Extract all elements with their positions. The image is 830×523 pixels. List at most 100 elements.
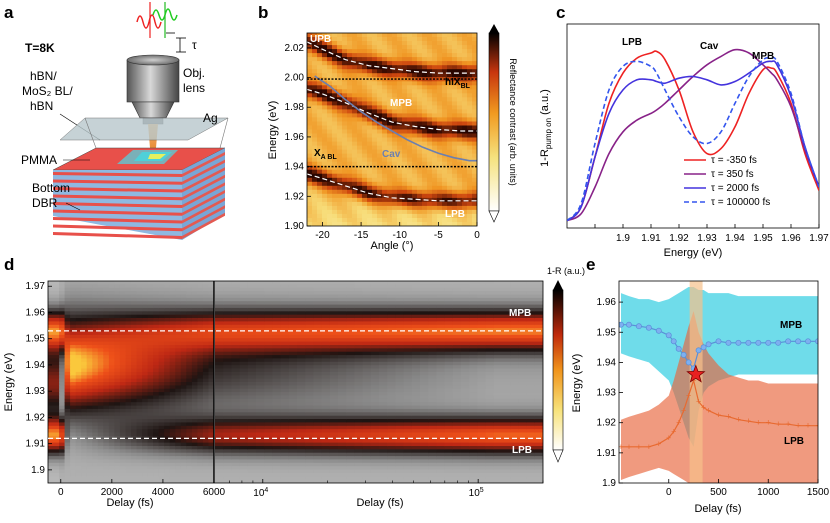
heatmap-cell bbox=[70, 415, 77, 420]
heatmap-cell bbox=[372, 73, 378, 78]
heatmap-cell bbox=[338, 307, 347, 312]
heatmap-cell bbox=[256, 449, 265, 454]
heatmap-cell bbox=[288, 368, 298, 373]
heatmap-cell bbox=[342, 33, 348, 38]
heatmap-cell bbox=[180, 328, 187, 333]
heatmap-cell bbox=[119, 345, 126, 349]
heatmap-cell bbox=[377, 97, 383, 102]
heatmap-cell bbox=[81, 402, 88, 407]
heatmap-cell bbox=[452, 33, 458, 38]
heatmap-cell bbox=[208, 432, 214, 437]
heatmap-cell bbox=[131, 321, 138, 326]
heatmap-cell bbox=[247, 375, 257, 380]
heatmap-cell bbox=[347, 157, 353, 163]
heatmap-cell bbox=[125, 307, 132, 312]
heatmap-cell bbox=[125, 408, 132, 413]
heatmap-cell bbox=[387, 472, 396, 477]
heatmap-cell bbox=[186, 402, 193, 407]
heatmap-cell bbox=[322, 121, 328, 127]
heatmap-cell bbox=[239, 476, 249, 481]
heatmap-cell bbox=[158, 358, 165, 363]
heatmap-cell bbox=[108, 456, 115, 461]
heatmap-cell bbox=[346, 355, 355, 360]
heatmap-cell bbox=[280, 281, 290, 285]
heatmap-cell bbox=[280, 472, 290, 477]
heatmap-cell bbox=[472, 89, 477, 94]
heatmap-cell bbox=[307, 201, 313, 207]
heatmap-cell bbox=[288, 442, 298, 447]
heatmap-cell bbox=[379, 405, 388, 410]
heatmap-cell bbox=[346, 365, 355, 370]
heatmap-cell bbox=[395, 462, 405, 467]
heatmap-cell bbox=[247, 422, 257, 427]
heatmap-cell bbox=[417, 145, 423, 151]
heatmap-cell bbox=[321, 324, 331, 329]
heatmap-cell bbox=[337, 125, 343, 131]
heatmap-cell bbox=[92, 439, 99, 444]
heatmap-cell bbox=[280, 422, 290, 427]
heatmap-cell bbox=[329, 422, 339, 427]
heatmap-cell bbox=[403, 318, 413, 322]
heatmap-cell bbox=[53, 425, 60, 430]
heatmap-cell bbox=[164, 402, 171, 407]
heatmap-cell bbox=[352, 222, 358, 226]
heatmap-cell bbox=[231, 324, 241, 329]
ag-mirror bbox=[59, 117, 229, 141]
heatmap-cell bbox=[142, 462, 149, 467]
heatmap-cell bbox=[147, 398, 154, 403]
heatmap-cell bbox=[108, 331, 115, 336]
heatmap-cell bbox=[422, 65, 428, 70]
heatmap-cell bbox=[402, 177, 408, 183]
heatmap-cell bbox=[395, 408, 405, 413]
heatmap-cell bbox=[175, 385, 182, 390]
heatmap-cell bbox=[437, 141, 443, 147]
heatmap-cell bbox=[153, 395, 160, 400]
heatmap-cell bbox=[191, 388, 198, 393]
heatmap-cell bbox=[239, 304, 249, 309]
heatmap-cell bbox=[313, 446, 323, 450]
heatmap-cell bbox=[48, 328, 55, 333]
heatmap-cell bbox=[53, 321, 60, 326]
heatmap-cell bbox=[329, 301, 339, 306]
heatmap-cell bbox=[312, 193, 318, 199]
heatmap-cell bbox=[53, 291, 60, 296]
heatmap-cell bbox=[108, 432, 115, 437]
heatmap-cell bbox=[142, 324, 149, 329]
heatmap-cell bbox=[186, 345, 193, 349]
x-tick-label: 1.95 bbox=[753, 233, 773, 244]
heatmap-cell bbox=[169, 281, 176, 285]
heatmap-cell bbox=[153, 459, 160, 464]
heatmap-cell bbox=[313, 422, 323, 427]
heatmap-cell bbox=[402, 117, 408, 122]
heatmap-cell bbox=[362, 121, 368, 127]
heatmap-cell bbox=[362, 456, 372, 461]
heatmap-cell bbox=[53, 479, 60, 483]
heatmap-cell bbox=[337, 85, 343, 90]
heatmap-cell bbox=[403, 321, 413, 326]
heatmap-cell bbox=[472, 73, 477, 78]
heatmap-cell bbox=[125, 415, 132, 420]
heatmap-cell bbox=[372, 125, 378, 131]
heatmap-cell bbox=[197, 415, 204, 420]
heatmap-cell bbox=[114, 395, 121, 400]
heatmap-cell bbox=[231, 307, 241, 312]
y-tick-label: 1.92 bbox=[285, 191, 305, 202]
heatmap-cell bbox=[169, 429, 176, 434]
heatmap-cell bbox=[280, 388, 290, 393]
heatmap-cell bbox=[97, 304, 104, 309]
heatmap-cell bbox=[108, 304, 115, 309]
heatmap-cell bbox=[75, 419, 82, 423]
heatmap-cell bbox=[81, 291, 88, 296]
heatmap-cell bbox=[239, 385, 249, 390]
heatmap-cell bbox=[332, 45, 338, 50]
heatmap-cell bbox=[403, 297, 413, 302]
heatmap-cell bbox=[452, 129, 458, 135]
heatmap-cell bbox=[422, 161, 428, 167]
heatmap-cell bbox=[327, 53, 333, 58]
heatmap-cell bbox=[86, 351, 93, 356]
heatmap-cell bbox=[447, 177, 453, 183]
heatmap-cell bbox=[367, 125, 373, 131]
heatmap-cell bbox=[256, 291, 265, 296]
heatmap-cell bbox=[164, 345, 171, 349]
heatmap-cell bbox=[158, 318, 165, 322]
